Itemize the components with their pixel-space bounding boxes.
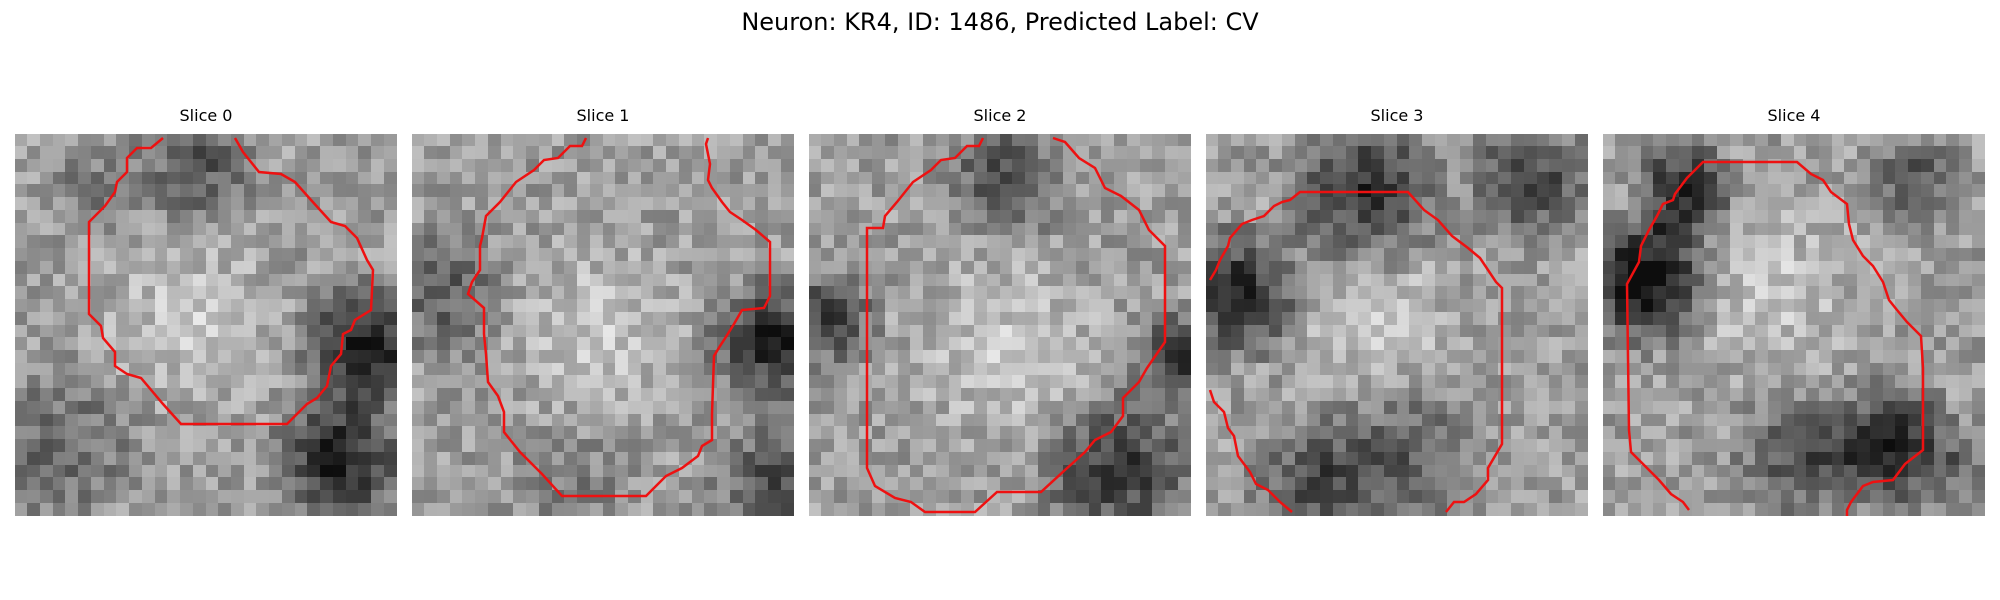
slice-title: Slice 1 <box>576 106 630 125</box>
cell-contour <box>1625 160 1925 516</box>
slice-panel-3: Slice 3 <box>1206 106 1588 516</box>
slice-title: Slice 3 <box>1370 106 1424 125</box>
slice-image-pixels <box>1206 134 1588 516</box>
cell-contour <box>87 137 375 426</box>
slice-image <box>1206 134 1588 516</box>
slice-panel-2: Slice 2 <box>809 106 1191 516</box>
figure-title: Neuron: KR4, ID: 1486, Predicted Label: … <box>741 8 1259 36</box>
slice-image <box>1603 134 1985 516</box>
slice-title: Slice 2 <box>973 106 1027 125</box>
slice-panel-4: Slice 4 <box>1603 106 1985 516</box>
slice-title: Slice 4 <box>1767 106 1821 125</box>
cell-contour-overlay <box>865 136 1167 514</box>
slice-panel-0: Slice 0 <box>15 106 397 516</box>
slice-image-pixels <box>15 134 397 516</box>
slice-image <box>15 134 397 516</box>
cell-contour <box>466 137 772 498</box>
cell-contour <box>865 136 1167 514</box>
slice-image-pixels <box>809 134 1191 516</box>
slice-panel-1: Slice 1 <box>412 106 794 516</box>
slice-image <box>809 134 1191 516</box>
cell-contour-overlay <box>87 137 375 426</box>
cell-contour <box>1208 389 1293 513</box>
slice-image-pixels <box>412 134 794 516</box>
cell-contour-overlay <box>1208 190 1504 513</box>
slice-title: Slice 0 <box>179 106 233 125</box>
slice-image <box>412 134 794 516</box>
cell-contour-overlay <box>466 137 772 498</box>
cell-contour <box>1208 190 1504 513</box>
cell-contour-overlay <box>1625 160 1925 516</box>
